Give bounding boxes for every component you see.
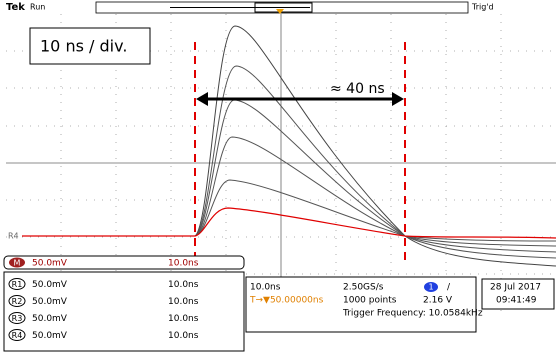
math-scale: 50.0mV [32, 259, 68, 269]
sample-rate: 2.50GS/s [343, 283, 384, 293]
timebase: 10.0ns [250, 283, 281, 293]
ref-scale: 50.0mV [32, 280, 68, 290]
scope-screen: Tek Run Trig'd R4 ≈ 40 ns 10 ns / div. M… [0, 0, 559, 352]
trigger-level: 2.16 V [423, 296, 453, 306]
math-label: M [14, 259, 21, 268]
ref-scale: 50.0mV [32, 331, 68, 341]
trigger-state: Trig'd [471, 3, 494, 12]
ref-time: 10.0ns [168, 331, 199, 341]
ref-time: 10.0ns [168, 297, 199, 307]
ref-label: R2 [12, 297, 23, 306]
position: T→▼50.00000ns [249, 296, 324, 306]
ref-time: 10.0ns [168, 280, 199, 290]
run-status: Run [30, 3, 45, 12]
trigger-frequency: Trigger Frequency: 10.0584kHz [342, 309, 483, 319]
brand: Tek [6, 2, 25, 13]
math-time: 10.0ns [168, 259, 199, 269]
ref-scale: 50.0mV [32, 314, 68, 324]
width-label: ≈ 40 ns [330, 81, 385, 97]
ref-label: R3 [12, 314, 23, 323]
ref-label: R4 [12, 331, 23, 340]
time: 09:41:49 [496, 296, 537, 306]
ref-label: R1 [12, 280, 23, 289]
ref-scale: 50.0mV [32, 297, 68, 307]
date: 28 Jul 2017 [490, 283, 541, 293]
ref-time: 10.0ns [168, 314, 199, 324]
scale-label: 10 ns / div. [40, 37, 127, 56]
channel: 1 [428, 283, 433, 292]
record-length: 1000 points [343, 296, 397, 306]
ref-marker: R4 [8, 232, 19, 241]
